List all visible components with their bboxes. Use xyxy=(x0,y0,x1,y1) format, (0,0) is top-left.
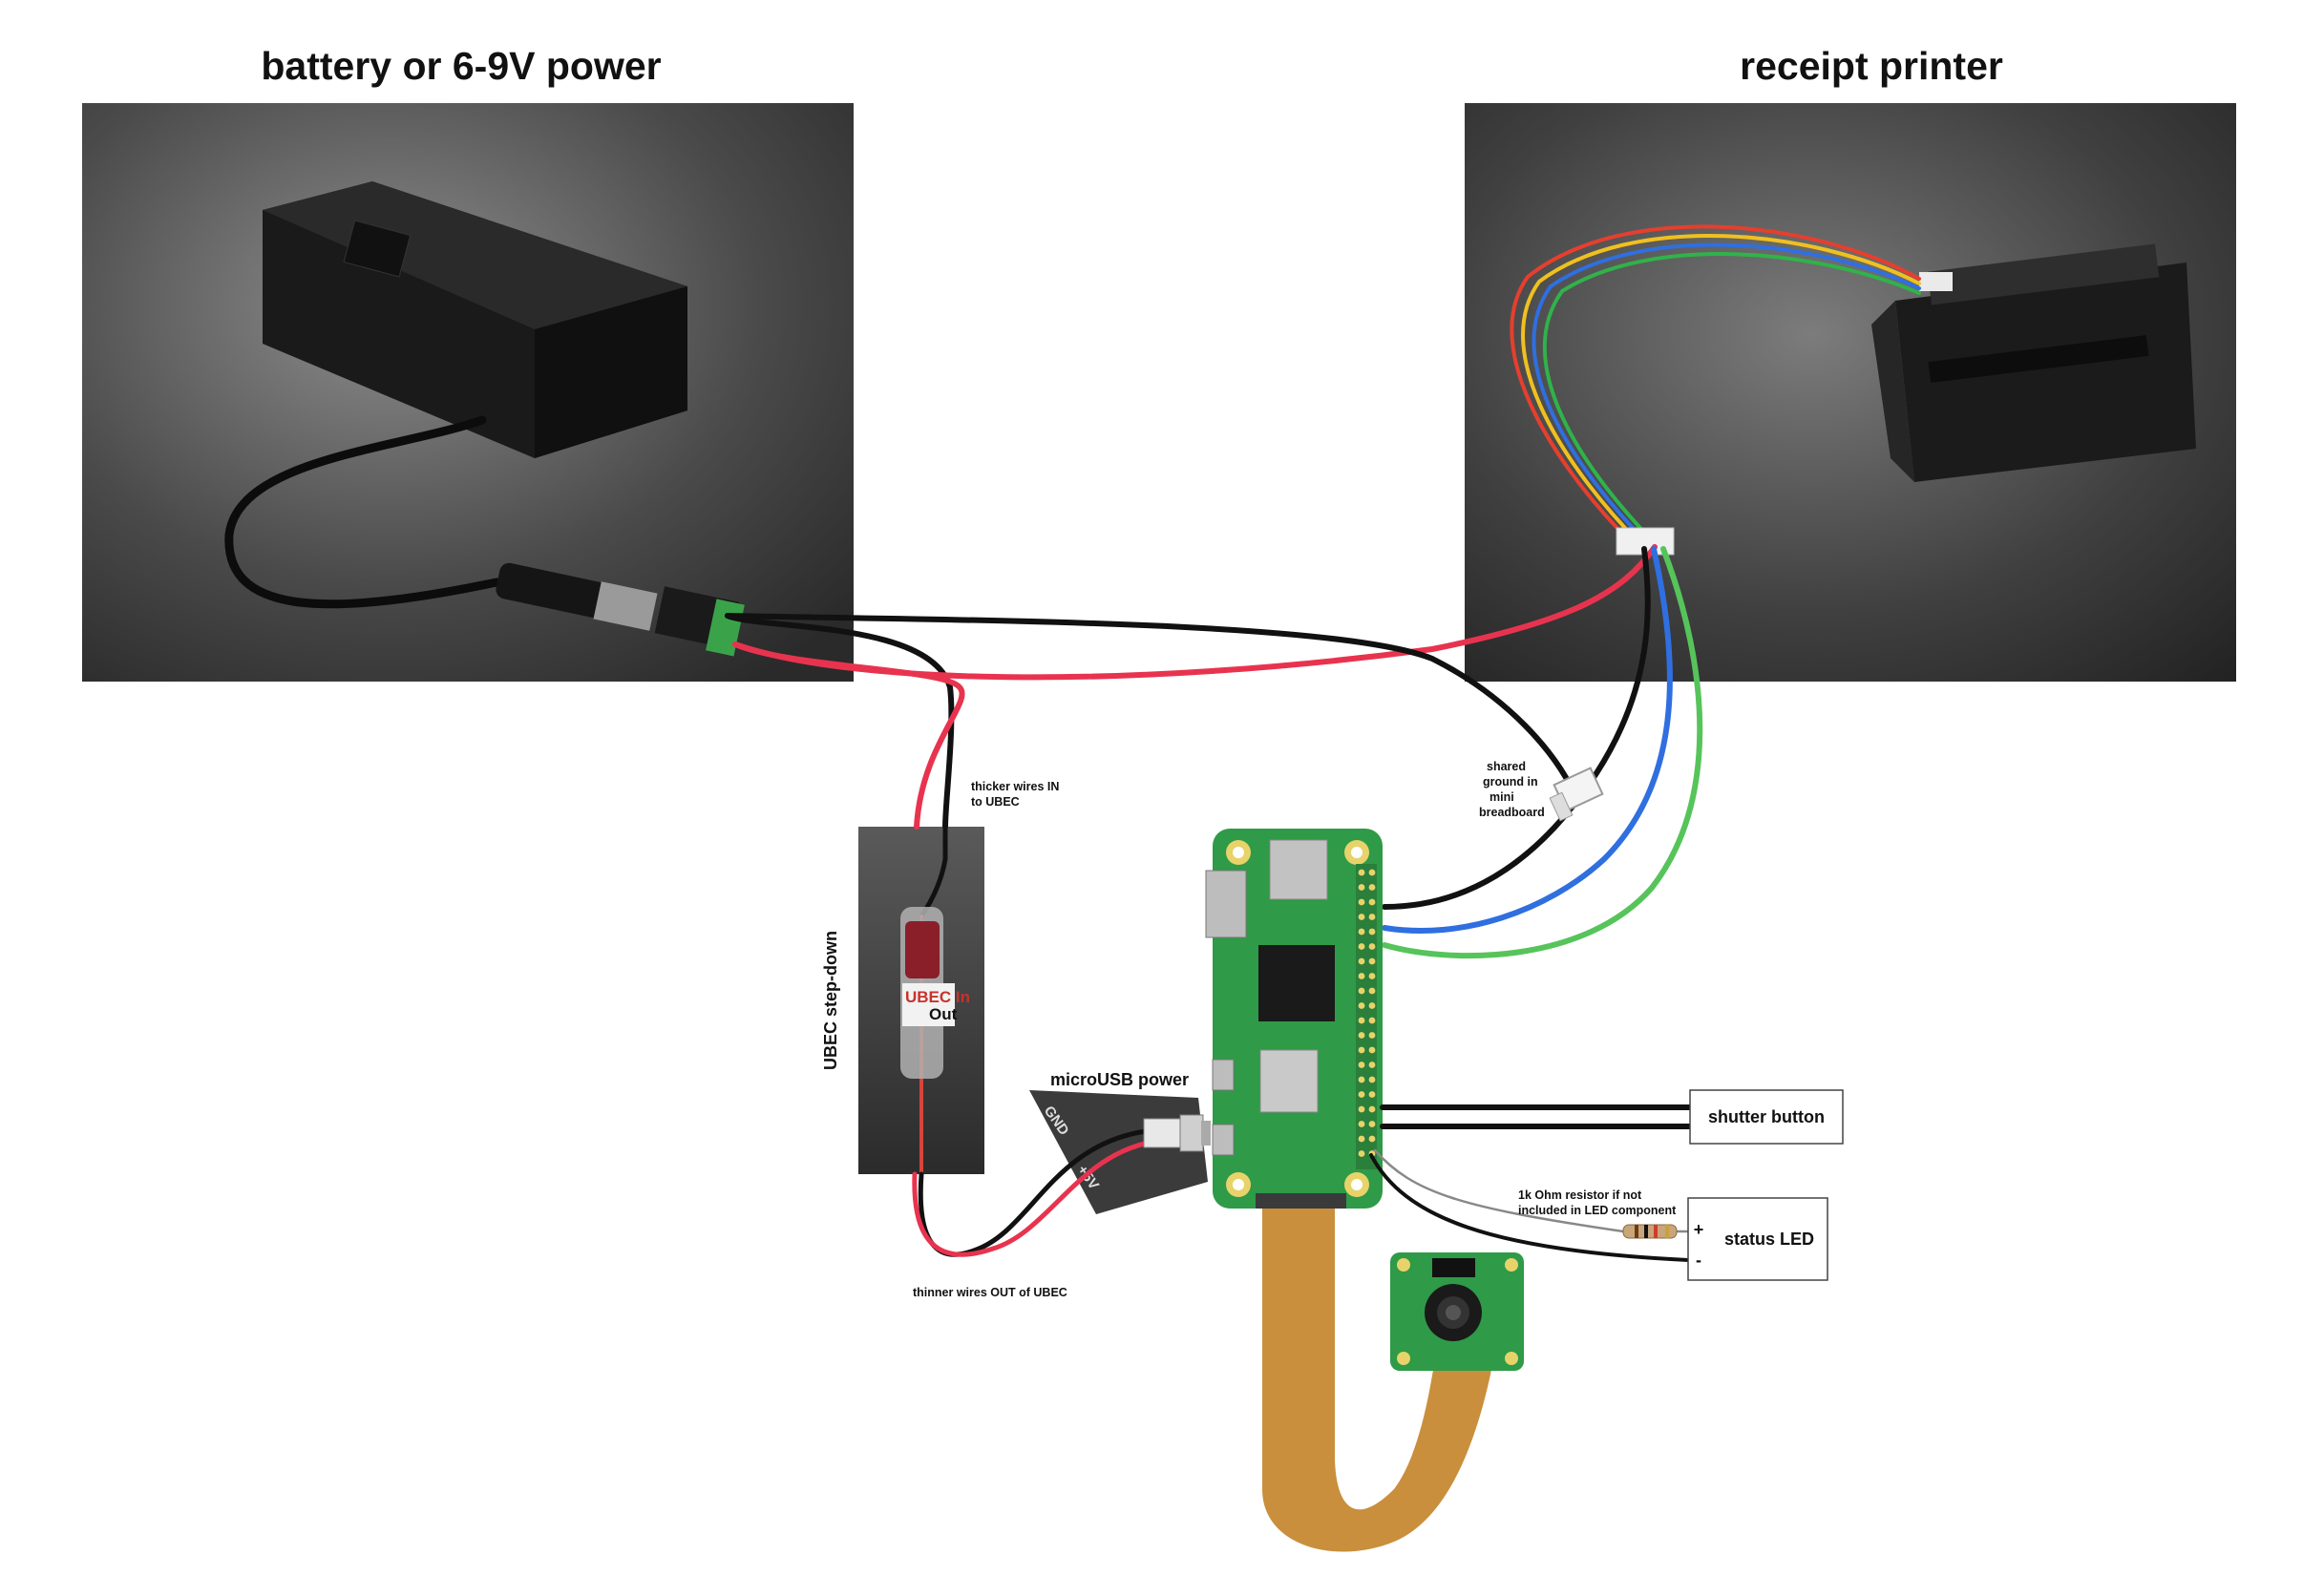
red-wire-battery-to-printer xyxy=(732,544,1658,681)
svg-text:mini: mini xyxy=(1489,790,1514,804)
gpio-pin xyxy=(1368,987,1376,995)
printer-title: receipt printer xyxy=(1740,44,2003,88)
svg-text:1k Ohm resistor if not: 1k Ohm resistor if not xyxy=(1518,1188,1642,1202)
gpio-pin xyxy=(1358,987,1365,995)
shutter-button-label: shutter button xyxy=(1708,1107,1825,1126)
svg-text:ground in: ground in xyxy=(1483,775,1538,788)
svg-text:shared: shared xyxy=(1487,760,1526,773)
shutter-button-box xyxy=(1689,1089,1844,1145)
gpio-pin xyxy=(1358,1135,1365,1143)
raspberry-pi-zero-board xyxy=(1205,829,1383,1209)
gpio-pin xyxy=(1368,943,1376,950)
battery-title: battery or 6-9V power xyxy=(261,44,661,88)
gpio-pin xyxy=(1368,1121,1376,1127)
gpio-pin xyxy=(1368,1046,1376,1054)
camera-module xyxy=(1390,1252,1524,1371)
gpio-pin xyxy=(1368,898,1376,906)
svg-text:breadboard: breadboard xyxy=(1479,806,1545,819)
gpio-pin xyxy=(1368,973,1376,979)
resistor-label: 1k Ohm resistor if not included in LED c… xyxy=(1518,1188,1677,1217)
gpio-pin xyxy=(1368,928,1376,936)
gpio-pin xyxy=(1368,1105,1376,1113)
gpio-pin xyxy=(1358,1017,1365,1024)
gpio-pin xyxy=(1358,884,1365,891)
gpio-pin xyxy=(1358,1121,1365,1127)
gpio-pin xyxy=(1368,914,1376,920)
shared-ground-label: shared ground in mini breadboard xyxy=(1479,760,1545,819)
led-minus-sign: - xyxy=(1696,1251,1701,1270)
gpio-pin xyxy=(1358,928,1365,936)
gpio-pin xyxy=(1368,1062,1376,1068)
gpio-pin xyxy=(1368,957,1376,965)
microusb-label: microUSB power xyxy=(1050,1070,1189,1089)
resistor xyxy=(1622,1224,1678,1239)
svg-text:thicker wires IN: thicker wires IN xyxy=(971,780,1059,793)
gpio-pin xyxy=(1358,973,1365,979)
green-wire-printer-rx xyxy=(1382,546,1703,959)
gpio-pin xyxy=(1358,869,1365,876)
microusb-plug xyxy=(1143,1114,1211,1152)
svg-text:included in LED component: included in LED component xyxy=(1518,1204,1677,1217)
mini-breadboard xyxy=(1549,767,1604,822)
red-wire-ubec-out xyxy=(912,1138,1163,1257)
gpio-pin xyxy=(1358,898,1365,906)
gpio-pin xyxy=(1368,869,1376,876)
status-led-box xyxy=(1687,1197,1828,1281)
gpio-pin xyxy=(1358,1105,1365,1113)
black-wire-battery-to-ground xyxy=(725,613,1576,795)
blue-wire-printer-tx xyxy=(1382,546,1673,934)
led-wire-minus xyxy=(1369,1153,1690,1262)
thinner-wires-label: thinner wires OUT of UBEC xyxy=(913,1286,1067,1299)
led-plus-sign: + xyxy=(1694,1220,1704,1239)
gpio-pin xyxy=(1358,1046,1365,1054)
ubec-photo xyxy=(858,824,984,1176)
gpio-pin xyxy=(1358,1091,1365,1098)
ubec-sticker-out: Out xyxy=(929,1005,958,1023)
ubec-sticker-in: UBEC In xyxy=(905,988,970,1006)
gpio-pin xyxy=(1368,1135,1376,1143)
camera-ribbon-cable xyxy=(1262,1209,1494,1552)
receipt-printer-photo xyxy=(1465,103,2236,682)
gpio-pin xyxy=(1368,1017,1376,1024)
led-wire-plus xyxy=(1373,1148,1625,1233)
gpio-pin xyxy=(1358,1032,1365,1039)
gpio-pin xyxy=(1358,914,1365,920)
gpio-pins xyxy=(1358,869,1376,1157)
gpio-pin xyxy=(1358,1150,1365,1157)
gpio-pin xyxy=(1358,1076,1365,1083)
status-led-label: status LED xyxy=(1724,1230,1814,1249)
gpio-pin xyxy=(1368,1002,1376,1009)
ubec-label: UBEC step-down xyxy=(821,931,840,1070)
svg-text:to UBEC: to UBEC xyxy=(971,795,1020,809)
black-wire-printer-ground xyxy=(1382,546,1651,910)
gpio-pin xyxy=(1368,884,1376,891)
gpio-pin xyxy=(1368,1032,1376,1039)
gpio-pin xyxy=(1358,957,1365,965)
gpio-pin xyxy=(1358,1002,1365,1009)
gpio-pin xyxy=(1358,943,1365,950)
battery-pack-photo xyxy=(82,103,854,682)
gpio-pin xyxy=(1368,1076,1376,1083)
thicker-wires-label: thicker wires IN to UBEC xyxy=(971,780,1059,809)
gpio-pin xyxy=(1368,1091,1376,1098)
gpio-pin xyxy=(1358,1062,1365,1068)
